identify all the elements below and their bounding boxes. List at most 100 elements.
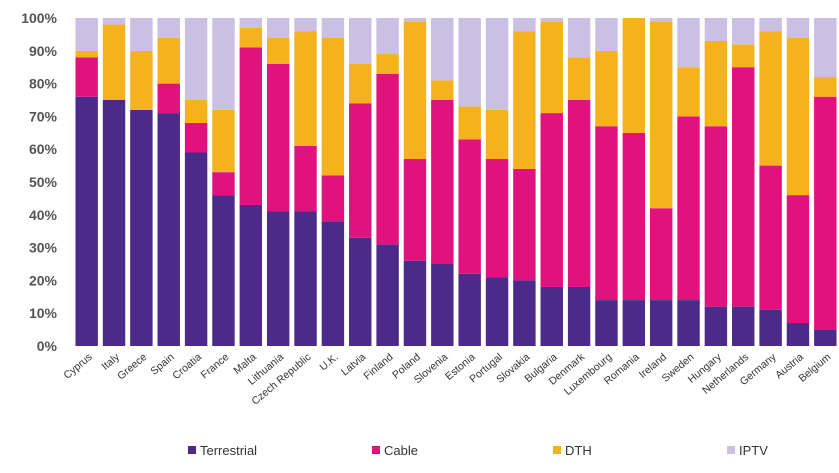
bar-segment-terrestrial-malta	[239, 204, 263, 346]
bar-segment-iptv-croatia	[184, 18, 208, 100]
bar-segment-iptv-poland	[403, 18, 427, 22]
bar-segment-terrestrial-belgium	[814, 329, 837, 346]
x-category-label: Finland	[361, 351, 395, 382]
bar-segment-cable-germany	[759, 165, 782, 310]
x-category-label: Cyprus	[61, 351, 94, 382]
bar-segment-cable-lithuania	[266, 63, 290, 212]
bar-segment-terrestrial-portugal	[485, 277, 509, 346]
bar-segment-terrestrial-cyprus	[75, 96, 98, 346]
bar-segment-dth-estonia	[458, 106, 481, 140]
x-category-label: France	[199, 351, 232, 381]
bar-segment-dth-portugal	[485, 109, 509, 160]
bar-segment-iptv-hungary	[704, 18, 728, 41]
bar-segment-terrestrial-romania	[622, 300, 646, 346]
bar-segment-iptv-finland	[376, 18, 399, 55]
bar-segment-terrestrial-u-k-	[321, 221, 345, 346]
bar-segment-terrestrial-estonia	[458, 273, 481, 346]
bar-segment-terrestrial-bulgaria	[540, 286, 563, 346]
bar-segment-iptv-luxembourg	[595, 18, 618, 51]
bar-segment-dth-sweden	[677, 67, 700, 117]
bar-segment-terrestrial-slovakia	[513, 280, 536, 346]
bar-segment-cable-slovakia	[513, 168, 536, 281]
bar-segment-cable-sweden	[677, 116, 700, 301]
bar-segment-cable-poland	[403, 159, 427, 261]
bar-segment-cable-cyprus	[75, 57, 98, 97]
bar-segment-terrestrial-hungary	[704, 306, 728, 346]
y-axis: 0% 10% 20% 30% 40% 50% 60% 70% 80% 90% 100%	[21, 10, 57, 354]
bar-segment-iptv-france	[212, 18, 235, 110]
y-tick-label: 50%	[29, 174, 58, 190]
bar-segment-dth-malta	[239, 27, 263, 48]
bar-segment-iptv-netherlands	[732, 18, 755, 45]
y-tick-label: 20%	[29, 272, 58, 288]
bar-segment-terrestrial-denmark	[567, 286, 591, 346]
bar-segment-iptv-malta	[239, 18, 263, 28]
legend-swatch-terrestrial	[188, 446, 196, 454]
bar-segment-iptv-czech-republic	[294, 18, 317, 32]
bar-segment-iptv-slovenia	[431, 18, 454, 81]
bar-segment-cable-latvia	[349, 103, 372, 238]
bar-segment-dth-lithuania	[266, 37, 290, 64]
bar-segment-iptv-denmark	[567, 18, 591, 58]
bar-segment-dth-czech-republic	[294, 31, 317, 146]
y-tick-label: 80%	[29, 76, 58, 92]
bar-segment-terrestrial-germany	[759, 309, 782, 346]
bar-segment-dth-belgium	[814, 77, 837, 97]
bar-segment-dth-denmark	[567, 57, 591, 100]
bar-segment-dth-italy	[102, 24, 126, 101]
bar-segment-iptv-u-k-	[321, 18, 345, 38]
bar-segment-iptv-greece	[130, 18, 153, 51]
bar-segment-cable-romania	[622, 132, 646, 301]
bar-segment-cable-hungary	[704, 126, 728, 307]
bar-segment-terrestrial-italy	[102, 100, 126, 346]
bar-segment-cable-u-k-	[321, 175, 345, 222]
bar-segment-cable-luxembourg	[595, 126, 618, 301]
bar-segment-cable-spain	[157, 83, 180, 114]
bar-segment-iptv-sweden	[677, 18, 700, 68]
bar-segment-dth-greece	[130, 50, 153, 110]
bar-segment-terrestrial-greece	[130, 109, 153, 346]
y-tick-label: 10%	[29, 305, 58, 321]
bar-segment-cable-croatia	[184, 122, 208, 153]
bar-segment-cable-slovenia	[431, 100, 454, 264]
bar-segment-terrestrial-slovenia	[431, 264, 454, 346]
bar-segment-cable-malta	[239, 47, 263, 205]
bar-segment-dth-ireland	[649, 21, 673, 209]
bar-segment-terrestrial-finland	[376, 244, 399, 346]
legend: Terrestrial Cable DTH IPTV	[188, 443, 768, 458]
bar-segment-iptv-bulgaria	[540, 18, 563, 22]
bar-segment-cable-austria	[786, 195, 810, 324]
bar-segment-dth-romania	[622, 18, 646, 133]
bar-segment-dth-cyprus	[75, 50, 98, 58]
bar-segment-dth-slovakia	[513, 31, 536, 169]
y-tick-label: 100%	[21, 10, 57, 26]
x-category-label: U.K.	[317, 351, 340, 373]
bar-segment-terrestrial-ireland	[649, 300, 673, 346]
bar-segment-dth-bulgaria	[540, 21, 563, 114]
bar-segment-dth-luxembourg	[595, 50, 618, 127]
y-tick-label: 70%	[29, 108, 58, 124]
bar-segment-cable-finland	[376, 73, 399, 245]
bar-segment-terrestrial-luxembourg	[595, 300, 618, 346]
bar-segment-cable-ireland	[649, 208, 673, 301]
bar-segment-iptv-portugal	[485, 18, 509, 110]
bar-segment-cable-bulgaria	[540, 113, 563, 287]
bar-segment-cable-czech-republic	[294, 145, 317, 212]
bar-segment-iptv-estonia	[458, 18, 481, 107]
bar-segment-iptv-latvia	[349, 18, 372, 64]
bar-segment-dth-austria	[786, 37, 810, 196]
bar-segment-terrestrial-lithuania	[266, 211, 290, 346]
bar-segment-iptv-slovakia	[513, 18, 536, 32]
bar-segment-terrestrial-netherlands	[732, 306, 755, 346]
bar-segment-terrestrial-czech-republic	[294, 211, 317, 346]
bar-segment-dth-netherlands	[732, 44, 755, 68]
bar-segment-iptv-cyprus	[75, 18, 98, 51]
bar-segment-cable-belgium	[814, 96, 837, 330]
bar-segment-iptv-lithuania	[266, 18, 290, 38]
legend-label-dth: DTH	[565, 443, 592, 458]
bar-segment-terrestrial-austria	[786, 323, 810, 346]
y-tick-label: 0%	[37, 338, 58, 354]
bar-segment-dth-u-k-	[321, 37, 345, 176]
bar-segment-iptv-germany	[759, 18, 782, 32]
